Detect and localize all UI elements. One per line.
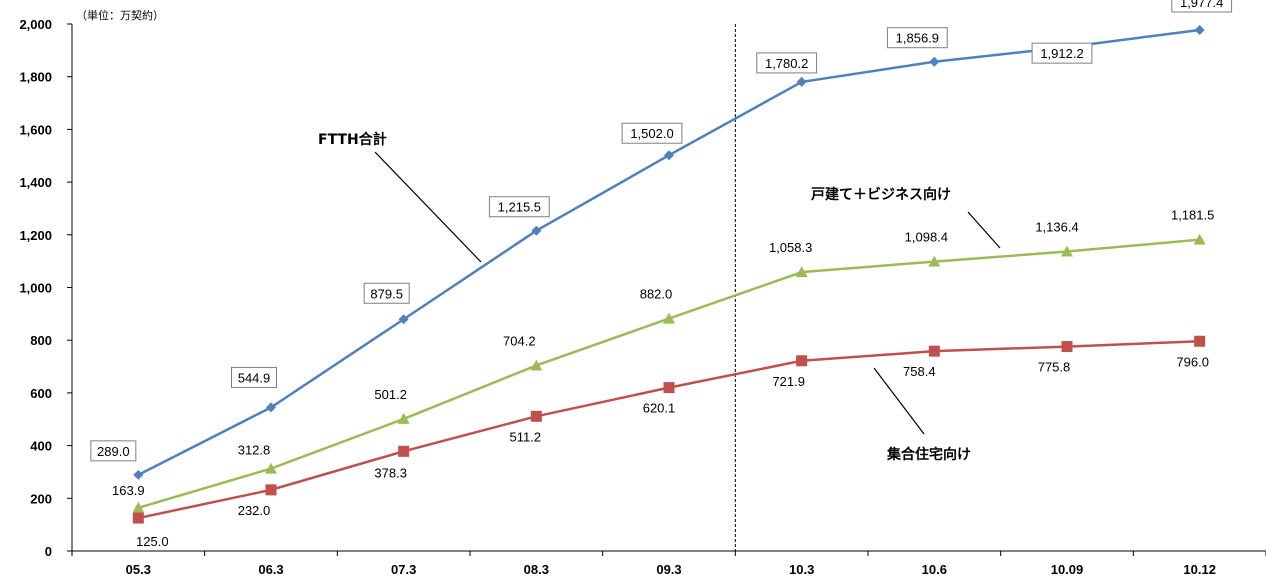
data-label: 796.0 xyxy=(1176,354,1209,369)
y-tick-label: 0 xyxy=(45,544,52,559)
data-label-box xyxy=(363,282,410,304)
data-label: 620.1 xyxy=(643,401,676,416)
data-label: 1,215.5 xyxy=(498,200,541,215)
data-label: 511.2 xyxy=(510,429,542,444)
marker-triangle xyxy=(663,312,675,324)
data-label: 1,098.4 xyxy=(905,230,948,245)
data-label-box xyxy=(886,27,948,49)
series-name-label: 集合住宅向け xyxy=(886,446,971,463)
data-label: 879.5 xyxy=(370,286,403,301)
marker-square xyxy=(796,355,808,367)
marker-diamond xyxy=(398,314,409,325)
marker-triangle xyxy=(132,501,145,513)
data-label-box xyxy=(488,196,550,218)
marker-diamond xyxy=(664,150,674,161)
data-label-box xyxy=(90,440,137,462)
y-tick-label: 2,000 xyxy=(19,17,52,32)
labels-layer: 289.0 544.9 879.5 1,215.5 1,502.0 1,780.2 1,85… xyxy=(90,0,1233,549)
y-tick-label: 1,400 xyxy=(19,175,52,190)
data-label-box xyxy=(621,122,683,144)
x-tick-label: 08.3 xyxy=(524,562,549,577)
data-label: 125.0 xyxy=(136,534,169,549)
marker-diamond xyxy=(929,56,940,67)
series-layer xyxy=(132,24,1206,524)
data-label: 704.2 xyxy=(503,333,536,348)
data-label-box xyxy=(1031,42,1093,64)
marker-diamond xyxy=(133,469,144,480)
marker-triangle xyxy=(1193,233,1206,245)
data-label: 501.2 xyxy=(374,387,407,402)
data-label: 289.0 xyxy=(97,444,130,459)
marker-diamond xyxy=(266,402,276,413)
data-label: 1,912.2 xyxy=(1040,46,1083,61)
marker-square xyxy=(1194,335,1206,347)
y-tick-label: 600 xyxy=(30,386,52,401)
data-label: 721.9 xyxy=(772,374,805,389)
x-tick-label: 10.3 xyxy=(789,562,814,577)
data-label: 232.0 xyxy=(238,503,271,518)
data-label: 882.0 xyxy=(640,287,673,302)
data-label: 163.9 xyxy=(112,483,145,498)
marker-triangle xyxy=(795,266,808,278)
data-label: 1,977.4 xyxy=(1180,0,1223,10)
marker-square xyxy=(265,484,277,496)
data-label: 544.9 xyxy=(238,370,271,385)
series-name-label: 戸建て＋ビジネス向け xyxy=(811,186,951,203)
data-label-box xyxy=(1171,0,1233,13)
data-label: 758.4 xyxy=(903,364,936,379)
unit-label: （単位：万契約） xyxy=(76,8,164,22)
data-label: 1,502.0 xyxy=(630,126,673,141)
data-label: 1,058.3 xyxy=(769,240,812,255)
y-tick-label: 800 xyxy=(30,333,52,348)
y-tick-label: 1,000 xyxy=(19,281,52,296)
marker-square xyxy=(398,445,410,457)
data-label: 312.8 xyxy=(238,443,271,458)
marker-diamond xyxy=(1194,24,1205,35)
marker-triangle xyxy=(1061,245,1073,257)
y-tick-label: 1,800 xyxy=(19,70,52,85)
series-name-label: FTTH合計 xyxy=(318,131,387,148)
y-tick-label: 400 xyxy=(30,439,52,454)
marker-diamond xyxy=(531,225,542,236)
x-tick-label: 09.3 xyxy=(656,562,681,577)
y-tick-label: 200 xyxy=(30,491,52,506)
data-label: 378.3 xyxy=(374,465,407,480)
x-tick-label: 10.6 xyxy=(922,562,947,577)
marker-triangle xyxy=(397,412,410,424)
marker-square xyxy=(928,345,940,357)
series-leader-line xyxy=(374,151,482,263)
data-label: 775.8 xyxy=(1038,360,1071,375)
x-tick-label: 06.3 xyxy=(258,562,283,577)
data-label-box xyxy=(756,52,818,74)
x-tick-label: 10.12 xyxy=(1183,562,1216,577)
series-leader-line xyxy=(967,211,1001,249)
marker-triangle xyxy=(265,462,277,474)
data-label-box xyxy=(231,366,277,388)
axes: （単位：万契約） 0 200 400 600 800 1,000 1,200 1,400 1,60… xyxy=(19,8,1266,577)
series-leader-line xyxy=(873,367,925,435)
marker-triangle xyxy=(530,359,543,371)
marker-triangle xyxy=(928,255,941,267)
x-tick-label: 05.3 xyxy=(126,562,151,577)
marker-square xyxy=(530,410,542,422)
marker-square xyxy=(663,382,675,394)
data-label: 1,780.2 xyxy=(765,56,808,71)
x-tick-label: 10.09 xyxy=(1051,562,1084,577)
data-label: 1,856.9 xyxy=(896,31,939,46)
marker-square xyxy=(1061,341,1073,353)
marker-square xyxy=(132,512,144,524)
y-tick-label: 1,200 xyxy=(19,228,52,243)
x-tick-label: 07.3 xyxy=(391,562,416,577)
y-tick-label: 1,600 xyxy=(19,122,52,137)
marker-diamond xyxy=(796,76,807,87)
data-label: 1,181.5 xyxy=(1171,208,1214,223)
data-label: 1,136.4 xyxy=(1035,220,1078,235)
